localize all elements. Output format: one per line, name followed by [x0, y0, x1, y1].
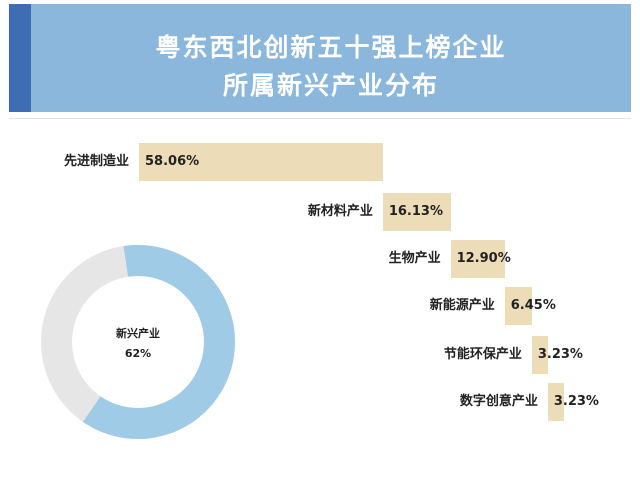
- bar-value-label: 12.90%: [456, 251, 511, 266]
- bar-category-label: 节能环保产业: [443, 347, 522, 362]
- bar-category-label: 生物产业: [388, 251, 441, 266]
- bar-value-label: 3.23%: [537, 347, 583, 362]
- bar: [382, 193, 451, 231]
- bar-value-label: 3.23%: [553, 394, 599, 409]
- bar-category-label: 新能源产业: [429, 298, 495, 313]
- donut-center: 新兴产业 62%: [38, 242, 238, 442]
- bar-value-label: 16.13%: [388, 204, 443, 219]
- bar: [450, 240, 505, 278]
- donut-center-value: 62%: [124, 346, 152, 360]
- bar-category-label: 数字创意产业: [459, 394, 538, 409]
- bar-row: 新能源产业 6.45%: [430, 287, 556, 325]
- title-divider: [9, 118, 631, 119]
- bar-row: 先进制造业 58.06%: [64, 143, 383, 181]
- bar: [504, 287, 532, 325]
- bar: [531, 336, 548, 374]
- emerging-industry-donut: 新兴产业 62%: [38, 242, 238, 442]
- bar-row: 生物产业 12.90%: [389, 240, 511, 278]
- donut-chart-svg: [41, 245, 235, 439]
- chart-title-line-1: 粤东西北创新五十强上榜企业: [155, 33, 507, 62]
- bar-category-label: 先进制造业: [63, 154, 129, 169]
- bar-category-label: 新材料产业: [307, 204, 373, 219]
- donut-center-label: 新兴产业: [116, 326, 160, 340]
- bar: [139, 143, 383, 181]
- bar-row: 节能环保产业 3.23%: [444, 336, 583, 374]
- bar-row: 数字创意产业 3.23%: [460, 383, 599, 421]
- chart-title-line-2: 所属新兴产业分布: [222, 71, 439, 100]
- bar: [547, 383, 564, 421]
- donut-segment: [82, 245, 235, 439]
- title-accent-bar: [9, 4, 31, 112]
- title-banner: 粤东西北创新五十强上榜企业 所属新兴产业分布: [9, 4, 631, 112]
- bar-value-label: 58.06%: [145, 154, 200, 169]
- bar-row: 新材料产业 16.13%: [308, 193, 451, 231]
- bar-value-label: 6.45%: [510, 298, 556, 313]
